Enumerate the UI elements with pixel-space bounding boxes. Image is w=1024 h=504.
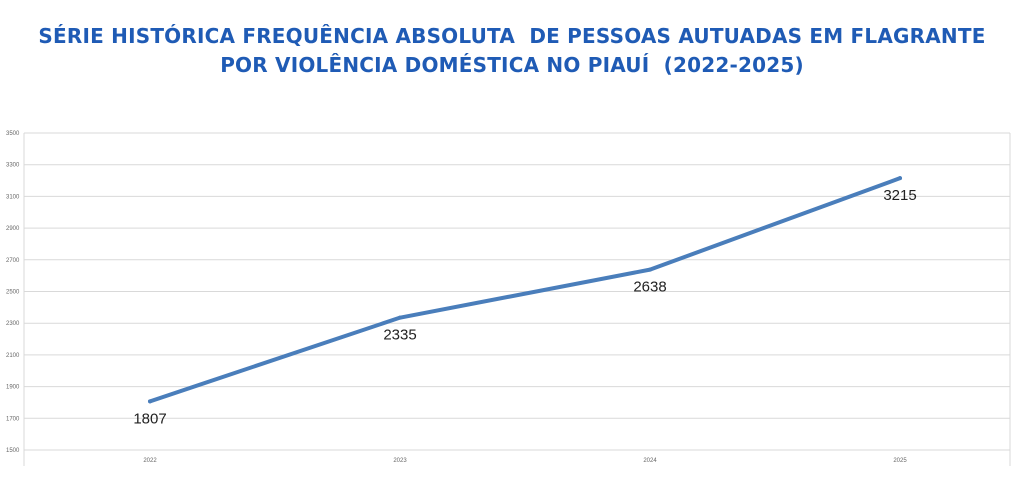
y-tick-label-1500: 1500 — [6, 448, 20, 454]
data-label-2024: 2638 — [633, 279, 666, 296]
y-tick-label-2700: 2700 — [6, 258, 20, 264]
gridlines — [23, 132, 1011, 466]
y-tick-label-3500: 3500 — [6, 131, 20, 137]
data-point-2022 — [148, 399, 152, 404]
y-tick-label-2100: 2100 — [6, 353, 20, 359]
data-label-2025: 3215 — [883, 187, 916, 204]
data-label-2023: 2335 — [383, 327, 416, 344]
series-line-0 — [148, 176, 902, 404]
x-tick-label-2022: 2022 — [143, 458, 157, 464]
y-tick-label-2900: 2900 — [6, 226, 20, 232]
series-layer — [148, 176, 902, 404]
chart-frame: 1500 1700 1900 2100 2300 2500 2700 2900 3100 3300… — [0, 120, 1024, 470]
y-tick-label-1900: 1900 — [6, 385, 20, 391]
data-point-2024 — [648, 267, 652, 272]
x-tick-label-2024: 2024 — [643, 458, 657, 464]
chart-title-line-1: SÉRIE HISTÓRICA FREQUÊNCIA ABSOLUTA DE P… — [38, 24, 986, 48]
chart-title-line-2: POR VIOLÊNCIA DOMÉSTICA NO PIAUÍ (2022-2… — [220, 53, 804, 77]
x-tick-label-2025: 2025 — [893, 458, 907, 464]
chart-title: SÉRIE HISTÓRICA FREQUÊNCIA ABSOLUTA DE P… — [0, 22, 1024, 80]
data-labels: 1807 2335 2638 3215 — [133, 187, 916, 427]
line-chart: 1500 1700 1900 2100 2300 2500 2700 2900 3100 3300… — [6, 131, 1011, 466]
y-tick-label-1700: 1700 — [6, 416, 20, 422]
y-tick-label-3100: 3100 — [6, 194, 20, 200]
data-point-2025 — [898, 176, 902, 181]
data-point-2023 — [398, 315, 402, 320]
data-label-2022: 1807 — [133, 410, 166, 427]
y-axis-tick-labels: 1500 1700 1900 2100 2300 2500 2700 2900 3100 3300… — [6, 131, 20, 454]
y-tick-label-3300: 3300 — [6, 163, 20, 169]
y-tick-label-2500: 2500 — [6, 290, 20, 296]
x-tick-label-2023: 2023 — [393, 458, 407, 464]
x-axis-tick-labels: 2022 2023 2024 2025 — [143, 458, 907, 464]
y-tick-label-2300: 2300 — [6, 321, 20, 327]
